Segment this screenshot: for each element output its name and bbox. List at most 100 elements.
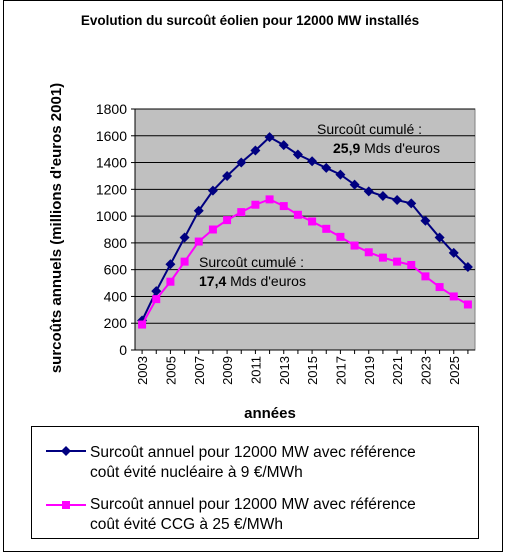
data-point bbox=[194, 237, 203, 246]
annotation-ccg: Surcoût cumulé : 17,4 Mds d'euros bbox=[199, 254, 306, 289]
data-point bbox=[421, 272, 430, 281]
legend-label-nuclear-line2: coût évité nucléaire à 9 €/MWh bbox=[90, 464, 303, 481]
x-tick-label: 2021 bbox=[390, 356, 405, 385]
data-point bbox=[250, 145, 261, 156]
data-point bbox=[448, 247, 459, 258]
data-point bbox=[237, 208, 246, 217]
x-axis-label: années bbox=[244, 405, 296, 422]
data-point bbox=[377, 191, 388, 202]
annotation-nuclear-value: 25,9 bbox=[333, 140, 360, 156]
data-point bbox=[152, 295, 161, 304]
legend-entry-ccg: Surcoût annuel pour 12000 MW avec référe… bbox=[32, 485, 478, 537]
data-point bbox=[166, 277, 175, 286]
series-line bbox=[141, 135, 469, 321]
data-point bbox=[407, 260, 416, 269]
annotation-nuclear: Surcoût cumulé : 25,9 Mds d'euros bbox=[317, 121, 440, 156]
data-point bbox=[193, 205, 204, 216]
data-point bbox=[208, 225, 217, 234]
series-layer bbox=[137, 132, 473, 329]
x-tick-label: 2015 bbox=[305, 356, 320, 385]
plot-area bbox=[134, 108, 476, 351]
data-point bbox=[265, 195, 274, 204]
x-tick-label: 2023 bbox=[418, 356, 433, 385]
data-point bbox=[434, 232, 445, 243]
x-tick-label: 2007 bbox=[192, 356, 207, 385]
data-point bbox=[335, 169, 346, 180]
annotation-nuclear-unit: Mds d'euros bbox=[360, 140, 440, 156]
x-tick-label: 2013 bbox=[277, 356, 292, 385]
data-point bbox=[138, 320, 147, 329]
y-tick-label: 1200 bbox=[96, 181, 127, 197]
legend-label-ccg-line1: Surcoût annuel pour 12000 MW avec référe… bbox=[90, 496, 416, 513]
annotation-ccg-value: 17,4 bbox=[199, 273, 226, 289]
data-point bbox=[207, 185, 218, 196]
data-point bbox=[151, 286, 162, 297]
data-point bbox=[449, 292, 458, 301]
data-point bbox=[378, 253, 387, 262]
data-point bbox=[392, 195, 403, 206]
annotation-ccg-line1: Surcoût cumulé : bbox=[199, 254, 304, 270]
y-axis-label: surcoûts annuels (millions d'euros 2001) bbox=[48, 83, 65, 373]
data-point bbox=[264, 132, 275, 143]
y-tick-label: 600 bbox=[104, 262, 128, 278]
y-tick-label: 0 bbox=[119, 342, 127, 358]
series-nuclear bbox=[137, 132, 473, 326]
annotation-ccg-unit: Mds d'euros bbox=[226, 273, 306, 289]
annotation-ccg-line2: 17,4 Mds d'euros bbox=[199, 273, 306, 289]
x-tick-label: 2003 bbox=[135, 356, 150, 385]
data-point bbox=[279, 202, 288, 211]
x-tick-label: 2025 bbox=[447, 356, 462, 385]
data-point bbox=[179, 232, 190, 243]
data-point bbox=[165, 259, 176, 270]
data-point bbox=[308, 217, 317, 226]
data-point bbox=[292, 149, 303, 160]
legend-label-ccg: Surcoût annuel pour 12000 MW avec référe… bbox=[90, 485, 470, 535]
x-tick-label: 2017 bbox=[333, 356, 348, 385]
legend-marker-ccg-icon bbox=[46, 501, 86, 509]
x-tick-labels: 2003 2005 2007 2009 2011 2013 2015 2017 2019 2021… bbox=[135, 350, 469, 385]
y-tick-label: 200 bbox=[104, 315, 128, 331]
data-point bbox=[349, 179, 360, 190]
data-point bbox=[435, 283, 444, 292]
annotation-nuclear-line2: 25,9 Mds d'euros bbox=[333, 140, 440, 156]
chart-title: Evolution du surcoût éolien pour 12000 M… bbox=[80, 13, 420, 28]
data-point bbox=[393, 257, 402, 266]
series-ccg bbox=[138, 195, 472, 329]
y-tick-label: 1800 bbox=[96, 101, 127, 117]
y-tick-label: 400 bbox=[104, 288, 128, 304]
legend-label-nuclear-line1: Surcoût annuel pour 12000 MW avec référe… bbox=[90, 444, 416, 461]
data-point bbox=[251, 200, 260, 209]
y-tick-label: 800 bbox=[104, 235, 128, 251]
y-tick-label: 1600 bbox=[96, 128, 127, 144]
data-point bbox=[180, 257, 189, 266]
data-point bbox=[363, 186, 374, 197]
annotation-nuclear-line1: Surcoût cumulé : bbox=[317, 121, 422, 137]
data-point bbox=[293, 210, 302, 219]
x-tick-label: 2019 bbox=[362, 356, 377, 385]
legend-label-ccg-line2: coût évité CCG à 25 €/MWh bbox=[90, 516, 283, 533]
data-point bbox=[406, 198, 417, 209]
legend-marker-nuclear-icon bbox=[46, 446, 86, 456]
y-tick-label: 1000 bbox=[96, 208, 127, 224]
y-tick-labels: 0 200 400 600 800 1000 1200 1400 1600 1800 bbox=[96, 101, 135, 358]
x-tick-label: 2011 bbox=[248, 356, 263, 384]
legend-entry-nuclear: Surcoût annuel pour 12000 MW avec référe… bbox=[32, 431, 478, 483]
x-tick-label: 2005 bbox=[163, 356, 178, 385]
data-point bbox=[223, 216, 232, 225]
y-tick-label: 1400 bbox=[96, 155, 127, 171]
data-point bbox=[350, 241, 359, 250]
data-point bbox=[236, 157, 247, 168]
data-point bbox=[364, 248, 373, 257]
x-tick-label: 2009 bbox=[220, 356, 235, 385]
data-point bbox=[336, 232, 345, 241]
data-point bbox=[420, 215, 431, 226]
legend-label-nuclear: Surcoût annuel pour 12000 MW avec référe… bbox=[90, 431, 470, 483]
data-point bbox=[307, 156, 318, 167]
data-point bbox=[321, 162, 332, 173]
data-point bbox=[222, 170, 233, 181]
data-point bbox=[463, 300, 472, 309]
data-point bbox=[278, 140, 289, 151]
chart-legend: Surcoût annuel pour 12000 MW avec référe… bbox=[31, 426, 479, 539]
data-point bbox=[322, 224, 331, 233]
